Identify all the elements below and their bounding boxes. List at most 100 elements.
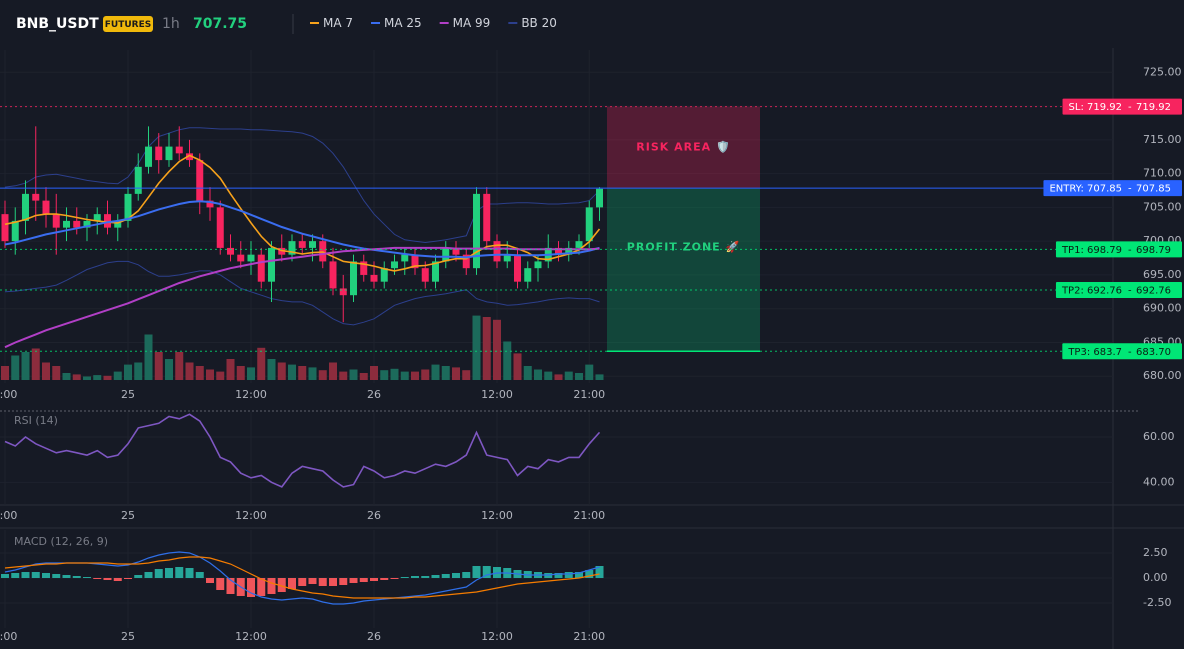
candle-body [462, 254, 470, 269]
macd-histogram-bar [267, 578, 276, 594]
candle-body [596, 188, 603, 208]
volume-bar [585, 364, 594, 380]
candle-body [401, 254, 409, 262]
candle-body [503, 254, 511, 262]
macd-histogram-bar [185, 568, 194, 578]
volume-bar [216, 371, 225, 380]
macd-histogram-bar [349, 578, 358, 583]
macd-histogram-bar [103, 578, 112, 580]
volume-bar [544, 371, 553, 380]
level-tag-price: 719.92 [1136, 102, 1171, 113]
macd-histogram-bar [421, 576, 430, 578]
volume-bar [421, 369, 430, 380]
y-tick-label: 0.00 [1143, 571, 1168, 584]
macd-histogram-bar [411, 576, 419, 578]
macd-histogram-bar [113, 578, 122, 581]
level-tag [1055, 241, 1182, 258]
candle-body [565, 247, 573, 255]
x-tick-label: 12:00 [235, 509, 267, 522]
candle-body [1, 214, 9, 242]
level-tag-separator: - [1128, 286, 1132, 297]
volume-bar [247, 367, 255, 380]
macd-histogram-bar [216, 578, 225, 590]
level-tag-label: TP1: 698.79 [1061, 245, 1122, 256]
candle-body [42, 200, 50, 215]
volume-bar [42, 362, 50, 380]
volume-bar [134, 362, 143, 380]
candle-body [493, 241, 501, 262]
macd-histogram-bar [308, 578, 317, 584]
y-tick-label: 710.00 [1143, 167, 1182, 180]
macd-histogram-bar [585, 570, 594, 578]
candle-body [145, 146, 152, 167]
candle-body [483, 193, 491, 242]
macd-histogram-bar [11, 573, 20, 578]
candle-body [196, 160, 204, 201]
candle-body [206, 200, 214, 208]
candle-body [134, 166, 142, 194]
level-tag-separator: - [1128, 102, 1132, 113]
legend-label: MA 7 [323, 16, 353, 30]
volume-bar [380, 370, 389, 380]
candle-body [452, 247, 460, 255]
candle-body [104, 214, 111, 228]
volume-bar [513, 353, 522, 380]
macd-histogram-bar [390, 578, 399, 579]
y-tick-label: 695.00 [1143, 268, 1182, 281]
y-tick-label: 690.00 [1143, 302, 1182, 315]
x-tick-label: 2:00 [0, 630, 17, 643]
profit-label: PROFIT ZONE 🚀 [627, 241, 740, 254]
volume-bar [1, 366, 9, 380]
macd-histogram-bar [195, 572, 204, 578]
macd-histogram-bar [370, 578, 378, 581]
x-tick-label: 12:00 [481, 388, 513, 401]
x-tick-label: 12:00 [235, 630, 267, 643]
macd-histogram-bar [93, 578, 102, 579]
volume-bar [267, 359, 276, 380]
legend-label: MA 99 [453, 16, 491, 30]
volume-bar [472, 315, 481, 380]
symbol: BNB_USDT [16, 16, 99, 32]
legend-label: MA 25 [384, 16, 422, 30]
candle-body [555, 247, 562, 255]
volume-bar [482, 317, 491, 380]
macd-histogram-bar [31, 572, 40, 578]
candle-body [329, 261, 337, 289]
level-tag-separator: - [1128, 245, 1132, 256]
volume-bar [21, 352, 30, 380]
volume-bar [93, 375, 102, 380]
rsi-title: RSI (14) [14, 414, 58, 427]
volume-bar [400, 371, 409, 380]
volume-bar [329, 362, 337, 380]
candle-body [22, 193, 29, 221]
x-tick-label: 12:00 [481, 509, 513, 522]
volume-bar [83, 376, 91, 380]
moving-average [4, 200, 600, 259]
macd-histogram-bar [339, 578, 348, 585]
interval: 1h [162, 16, 180, 32]
x-tick-label: 25 [121, 509, 135, 522]
volume-bar [52, 366, 61, 380]
level-tag-price: 707.85 [1136, 184, 1171, 195]
y-tick-label: 680.00 [1143, 369, 1182, 382]
level-tag [1062, 98, 1182, 115]
y-tick-label: 715.00 [1143, 133, 1182, 146]
volume-bar [462, 370, 471, 380]
volume-bar [503, 341, 512, 380]
moving-average [4, 246, 600, 349]
macd-histogram-bar [452, 573, 460, 578]
level-tag-label: TP2: 692.76 [1061, 286, 1122, 297]
candle-body [309, 241, 316, 248]
candle-body [432, 261, 439, 282]
macd-histogram-bar [575, 572, 583, 578]
macd-histogram-bar [564, 572, 573, 578]
candle-body [514, 254, 521, 282]
macd-histogram-bar [472, 566, 481, 578]
macd-histogram-bar [134, 575, 143, 578]
legend-label: BB 20 [521, 16, 557, 30]
level-tag-label: SL: 719.92 [1069, 102, 1122, 113]
risk-zone [607, 106, 760, 189]
level-tag-price: 692.76 [1136, 286, 1171, 297]
